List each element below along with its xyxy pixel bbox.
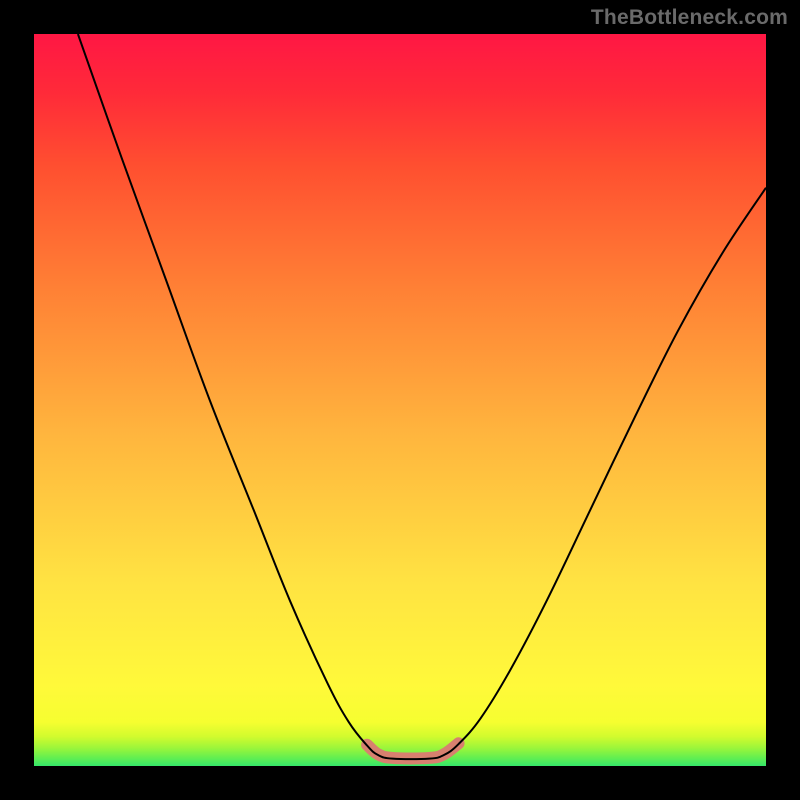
chart-frame: TheBottleneck.com	[0, 0, 800, 800]
plot-area	[34, 34, 766, 766]
bottleneck-chart	[34, 34, 766, 766]
watermark-label: TheBottleneck.com	[591, 6, 788, 30]
gradient-background	[34, 34, 766, 766]
